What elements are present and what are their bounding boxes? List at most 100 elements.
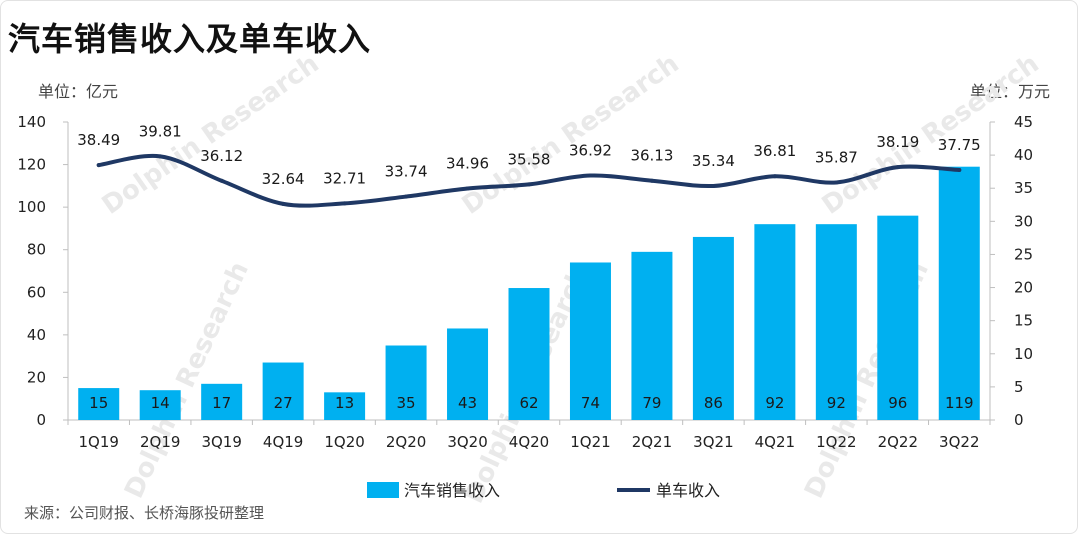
x-tick-label: 4Q21 xyxy=(755,433,795,451)
line-point-4Q21 xyxy=(772,174,777,179)
line-point-2Q21 xyxy=(649,178,654,183)
y-left-tick-label: 140 xyxy=(17,113,46,131)
x-tick-label: 3Q22 xyxy=(939,433,979,451)
bar-value-label: 86 xyxy=(704,394,723,412)
bar-1Q19 xyxy=(78,388,120,420)
line-value-label: 35.58 xyxy=(508,150,551,168)
line-point-1Q21 xyxy=(588,173,593,178)
line-value-label: 36.81 xyxy=(753,142,796,160)
y-left-tick-label: 80 xyxy=(27,241,46,259)
x-tick-label: 3Q20 xyxy=(447,433,487,451)
line-point-3Q22 xyxy=(957,168,962,173)
x-tick-label: 2Q20 xyxy=(386,433,426,451)
watermark-3: Dolphin Research xyxy=(817,49,1045,221)
x-tick-label: 2Q21 xyxy=(632,433,672,451)
bar-value-label: 119 xyxy=(945,394,974,412)
bar-value-label: 15 xyxy=(89,394,108,412)
y-right-tick-label: 25 xyxy=(1014,245,1033,263)
legend-line-label: 单车收入 xyxy=(656,481,720,500)
line-point-4Q20 xyxy=(527,182,531,187)
source-note: 来源：公司财报、长桥海豚投研整理 xyxy=(24,504,265,522)
x-tick-label: 4Q20 xyxy=(509,433,549,451)
line-value-label: 34.96 xyxy=(446,154,489,172)
bar-3Q19 xyxy=(201,383,243,420)
bar-2Q19 xyxy=(139,390,181,420)
line-value-label: 38.19 xyxy=(876,133,919,151)
y-right-tick-label: 20 xyxy=(1014,279,1033,297)
y-left-tick-label: 20 xyxy=(27,368,46,386)
y-right-tick-label: 35 xyxy=(1014,179,1033,197)
line-point-2Q19 xyxy=(158,154,163,159)
x-tick-label: 2Q19 xyxy=(140,433,180,451)
x-tick-label: 4Q19 xyxy=(263,433,303,451)
line-point-4Q19 xyxy=(281,201,286,206)
legend-bar-label: 汽车销售收入 xyxy=(404,481,500,500)
axes-layer: 0 20 40 60 80 100 120 140 0 5 10 15 20 25 30 35 40 45 1Q19… xyxy=(17,113,1033,451)
line-value-label: 37.75 xyxy=(938,136,981,154)
line-value-label: 32.64 xyxy=(262,170,305,188)
bar-1Q22 xyxy=(815,224,857,420)
line-point-3Q20 xyxy=(465,186,470,191)
bar-value-label: 62 xyxy=(519,394,538,412)
x-tick-label: 3Q21 xyxy=(693,433,733,451)
line-value-label: 35.87 xyxy=(815,148,858,166)
line-value-label: 33.74 xyxy=(385,163,428,181)
bar-value-label: 92 xyxy=(827,394,846,412)
line-point-1Q20 xyxy=(342,201,347,206)
bar-2Q22 xyxy=(877,215,919,420)
y-right-tick-label: 40 xyxy=(1014,146,1033,164)
line-value-label: 35.34 xyxy=(692,152,735,170)
bar-value-label: 79 xyxy=(642,394,661,412)
bars-layer: 15 14 17 27 13 35 43 62 74 79 86 92 92 96 119 xyxy=(78,166,980,420)
y-left-tick-label: 0 xyxy=(36,411,46,429)
bar-4Q20 xyxy=(508,288,550,420)
bar-3Q20 xyxy=(447,328,489,420)
line-point-1Q22 xyxy=(834,180,839,185)
y-right-tick-label: 45 xyxy=(1014,113,1033,131)
watermark-2: Dolphin Research xyxy=(457,49,685,221)
bar-1Q21 xyxy=(569,262,611,420)
bar-3Q21 xyxy=(692,236,734,420)
bar-value-label: 92 xyxy=(765,394,784,412)
x-tick-label: 1Q22 xyxy=(816,433,856,451)
line-point-3Q21 xyxy=(711,183,716,188)
bar-value-label: 43 xyxy=(458,394,477,412)
y-right-tick-label: 5 xyxy=(1014,378,1024,396)
bar-2Q21 xyxy=(631,251,673,420)
line-value-label: 36.92 xyxy=(569,142,612,160)
bar-3Q22 xyxy=(938,166,980,420)
line-value-label: 36.13 xyxy=(630,147,673,165)
bar-4Q19 xyxy=(262,362,304,420)
line-value-label: 36.12 xyxy=(200,147,243,165)
bar-value-label: 27 xyxy=(274,394,293,412)
x-tick-label: 1Q20 xyxy=(324,433,364,451)
page-title: 汽车销售收入及单车收入 xyxy=(8,20,372,58)
right-axis-unit: 单位：万元 xyxy=(969,82,1050,101)
x-tick-label: 1Q19 xyxy=(79,433,119,451)
x-tick-label: 1Q21 xyxy=(570,433,610,451)
x-tick-label: 3Q19 xyxy=(201,433,241,451)
y-left-tick-label: 40 xyxy=(27,326,46,344)
left-axis-unit: 单位：亿元 xyxy=(38,82,119,101)
legend-bar-swatch xyxy=(367,482,399,498)
line-layer: 38.49 39.81 36.12 32.64 32.71 33.74 34.96 35.58… xyxy=(77,122,981,208)
legend: 汽车销售收入 单车收入 xyxy=(367,481,720,500)
y-left-tick-label: 100 xyxy=(17,198,46,216)
line-value-label: 39.81 xyxy=(139,122,182,140)
y-right-tick-label: 0 xyxy=(1014,411,1024,429)
bar-2Q20 xyxy=(385,345,427,420)
bar-value-label: 17 xyxy=(212,394,231,412)
line-value-label: 32.71 xyxy=(323,169,366,187)
bar-4Q21 xyxy=(754,224,796,420)
watermark-4: Dolphin Research xyxy=(119,257,255,503)
bar-value-label: 13 xyxy=(335,394,354,412)
bar-value-label: 35 xyxy=(397,394,416,412)
watermark-1: Dolphin Research xyxy=(97,49,325,221)
bar-value-label: 14 xyxy=(151,394,170,412)
y-right-tick-label: 30 xyxy=(1014,212,1033,230)
bar-value-label: 74 xyxy=(581,394,600,412)
line-point-2Q20 xyxy=(404,194,409,199)
line-point-1Q19 xyxy=(96,163,101,168)
line-value-label: 38.49 xyxy=(77,131,120,149)
